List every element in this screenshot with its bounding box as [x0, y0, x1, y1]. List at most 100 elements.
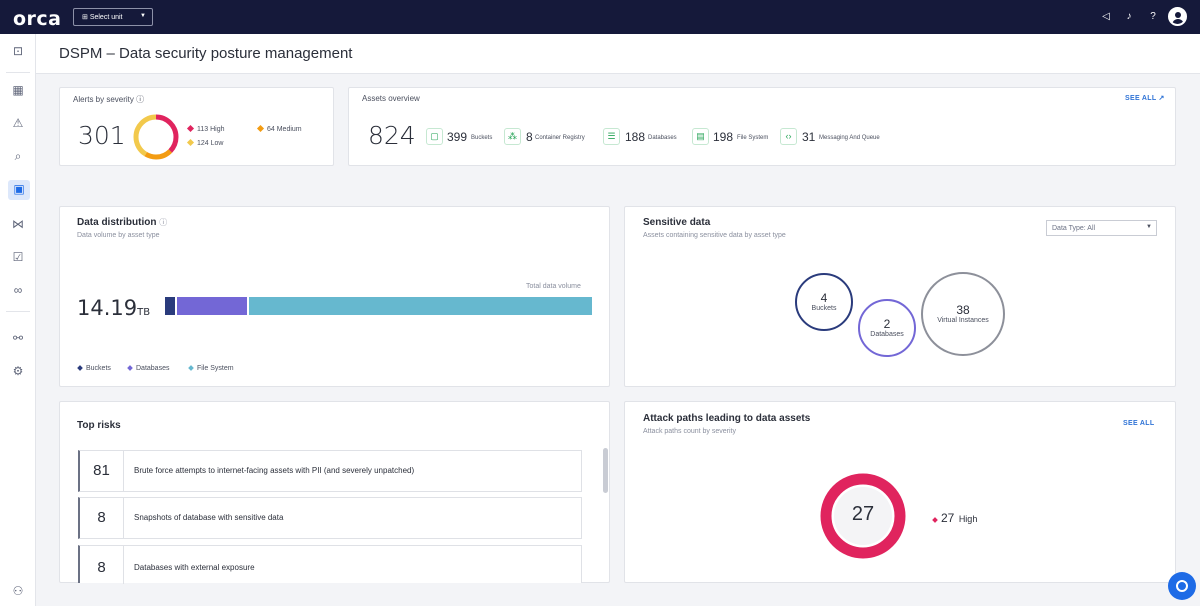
attack-paths-donut [820, 473, 906, 559]
donut-high [820, 473, 906, 559]
dspm-icon[interactable]: ▣ [8, 180, 30, 200]
attack-paths-total: 27 [851, 503, 875, 525]
donut-medium [133, 114, 179, 160]
data-distribution-card [59, 206, 610, 387]
alert-icon[interactable]: ⚠ [12, 116, 24, 130]
container-registry-icon: ⁂ [504, 128, 521, 145]
attack-paths-see-all-link[interactable]: SEE ALL [1123, 420, 1155, 427]
glasses-icon[interactable]: ∞ [13, 283, 23, 297]
bubble-buckets[interactable]: 4 Buckets [795, 273, 853, 331]
messaging-icon: ‹› [780, 128, 797, 145]
asset-label: Messaging And Queue [819, 135, 880, 141]
search-icon[interactable]: ⌕ [14, 149, 22, 163]
bubble-label: Databases [870, 331, 904, 338]
data-type-select[interactable]: Data Type: All ▼ [1046, 220, 1157, 236]
legend-buckets: Buckets [77, 365, 111, 372]
help-icon[interactable]: ? [1150, 11, 1156, 22]
distribution-subtitle: Data volume by asset type [77, 232, 160, 239]
assets-title: Assets overview [362, 94, 420, 103]
graph-icon[interactable]: ⋈ [12, 217, 24, 231]
attack-paths-card [624, 401, 1176, 583]
chevron-down-icon: ▼ [1146, 224, 1152, 230]
asset-count: 198 [713, 130, 734, 144]
bubble-label: Virtual Instances [937, 317, 989, 324]
external-link-icon: ↗ [1158, 95, 1165, 102]
integrations-icon[interactable]: ⚯ [12, 331, 24, 345]
file-icon: ▤ [692, 128, 709, 145]
buckets-dot-icon [77, 365, 83, 371]
sidebar-divider [6, 311, 30, 312]
asset-label: Container Registry [535, 135, 585, 141]
assets-see-all-link[interactable]: SEE ALL ↗ [1125, 95, 1165, 102]
assets-card [348, 87, 1176, 166]
dashboard-icon[interactable]: ▦ [12, 83, 24, 97]
donut-center [834, 487, 892, 545]
page-title: DSPM – Data security posture management [59, 45, 353, 62]
distribution-segment-buckets[interactable] [165, 297, 175, 315]
compliance-icon[interactable]: ☑ [12, 250, 24, 264]
bubble-label: Buckets [811, 305, 837, 312]
bubble-count: 4 [820, 291, 828, 305]
top-bar: orca ⊞ Select unit ▼ ◁ ♪ ? [0, 0, 1200, 34]
help-chat-button[interactable] [1168, 572, 1196, 600]
medium-dot-icon [256, 124, 265, 133]
bubble-virtual-instances[interactable]: 38 Virtual Instances [921, 272, 1005, 356]
distribution-bar [165, 297, 592, 315]
unit-select-label: Select unit [89, 14, 123, 21]
high-dot-icon [186, 124, 195, 133]
sensitive-subtitle: Assets containing sensitive data by asse… [643, 232, 786, 239]
risks-scrollbar[interactable] [603, 448, 608, 493]
asset-count: 188 [625, 130, 646, 144]
distribution-segment-databases[interactable] [177, 297, 247, 315]
settings-icon[interactable]: ⚙ [12, 364, 24, 378]
megaphone-icon[interactable]: ◁ [1102, 11, 1110, 22]
risk-text: Databases with external exposure [134, 563, 255, 572]
legend-low: 124 Low [186, 138, 223, 147]
chevron-down-icon: ▼ [140, 13, 146, 19]
asset-label: Buckets [471, 135, 493, 141]
asset-count: 31 [802, 130, 816, 144]
total-volume-label: Total data volume [526, 283, 581, 290]
page-header: DSPM – Data security posture management [36, 34, 1200, 74]
sidebar-divider [6, 72, 30, 73]
bubble-databases[interactable]: 2 Databases [858, 299, 916, 357]
user-avatar-icon[interactable] [1168, 7, 1187, 26]
risk-row[interactable]: 8 Databases with external exposure [78, 545, 582, 584]
bucket-icon: ▢ [426, 128, 443, 145]
risk-row[interactable]: 81 Brute force attempts to internet-faci… [78, 450, 582, 492]
user-settings-icon[interactable]: ⚇ [12, 584, 24, 598]
risk-count: 8 [80, 546, 124, 584]
bubble-count: 38 [956, 303, 970, 317]
legend-high: 113 High [186, 124, 225, 133]
orca-logo[interactable]: orca [13, 8, 62, 30]
bubble-count: 2 [883, 317, 891, 331]
legend-file-system: File System [188, 365, 234, 372]
risk-row[interactable]: 8 Snapshots of database with sensitive d… [78, 497, 582, 539]
info-icon[interactable]: ⓘ [159, 218, 168, 227]
asset-label: File System [737, 135, 769, 141]
attack-paths-subtitle: Attack paths count by severity [643, 428, 736, 435]
asset-count: 8 [526, 130, 533, 144]
alerts-card [59, 87, 334, 166]
asset-label: Databases [648, 135, 677, 141]
asset-count: 399 [447, 130, 468, 144]
high-dot-icon [932, 517, 938, 523]
distribution-segment-file-system[interactable] [249, 297, 592, 315]
risk-text: Brute force attempts to internet-facing … [134, 466, 415, 475]
sidebar: ⊡ ▦ ⚠ ⌕ ▣ ⋈ ☑ ∞ ⚯ ⚙ ⚇ [0, 34, 36, 606]
attack-paths-legend-high: 27 High [932, 509, 977, 527]
risk-count: 81 [80, 451, 124, 491]
shield-icon[interactable]: ⊡ [12, 44, 24, 58]
database-icon: ☰ [603, 128, 620, 145]
info-icon[interactable]: ⓘ [136, 95, 145, 104]
databases-dot-icon [127, 365, 133, 371]
attack-paths-title: Attack paths leading to data assets [643, 413, 811, 424]
unit-select[interactable]: ⊞ Select unit ▼ [73, 8, 153, 26]
alerts-total: 301 [78, 121, 126, 150]
alerts-title: Alerts by severity ⓘ [73, 95, 145, 104]
sensitive-data-card [624, 206, 1176, 387]
bell-icon[interactable]: ♪ [1126, 11, 1132, 22]
legend-medium: 64 Medium [256, 124, 302, 133]
risk-count: 8 [80, 498, 124, 538]
alerts-donut [133, 114, 179, 160]
